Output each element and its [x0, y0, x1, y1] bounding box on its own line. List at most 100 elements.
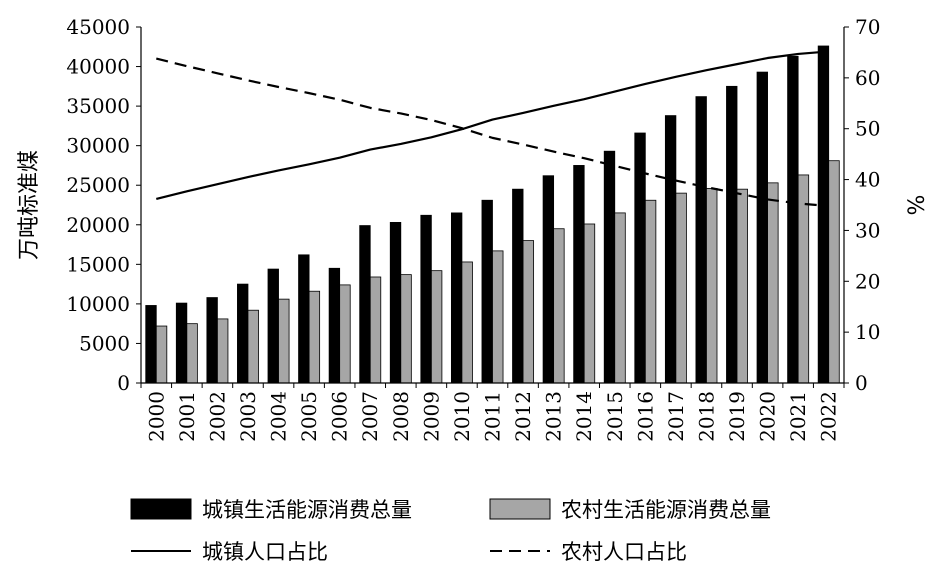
urban-energy-bar-2001	[175, 302, 188, 384]
x-tick-label-2007: 2007	[358, 391, 382, 442]
x-tick-label-2005: 2005	[297, 391, 321, 442]
y2-tick-label-20: 20	[855, 269, 880, 293]
y-axis-label: 万吨标准煤	[17, 150, 42, 260]
x-tick-label-2011: 2011	[481, 391, 505, 442]
x-tick-label-2008: 2008	[389, 391, 413, 442]
legend: 城镇生活能源消费总量 农村生活能源消费总量 城镇人口占比 农村人口占比	[130, 498, 771, 564]
y-tick-label-25000: 25000	[66, 173, 130, 197]
legend-label-rural-population: 农村人口占比	[561, 540, 687, 564]
y-tick-label-35000: 35000	[66, 94, 130, 118]
y2-tick-label-70: 70	[855, 15, 880, 39]
rural-energy-bar-2004	[278, 298, 290, 384]
urban-energy-bar-2020	[756, 71, 768, 384]
urban-energy-bar-2017	[664, 115, 677, 384]
rural-energy-bar-2020	[767, 182, 779, 384]
rural-energy-bar-2008	[400, 274, 412, 384]
x-tick-label-2012: 2012	[511, 391, 535, 442]
y-tick-label-20000: 20000	[66, 213, 130, 237]
urban-energy-bar-2006	[328, 267, 341, 384]
y2-axis-label: %	[905, 195, 930, 216]
urban-energy-bar-2011	[481, 199, 493, 384]
urban-population-line	[156, 50, 829, 200]
rural-energy-bar-2006	[339, 284, 351, 384]
urban-energy-bar-2012	[512, 188, 524, 384]
ticks-layer: 0500010000150002000025000300003500040000…	[66, 15, 880, 442]
x-tick-label-2022: 2022	[817, 391, 841, 442]
axes-layer	[140, 27, 845, 384]
lines-layer	[156, 50, 829, 208]
urban-energy-bar-2018	[695, 96, 707, 384]
y2-tick-label-60: 60	[855, 66, 880, 90]
y2-tick-label-10: 10	[855, 320, 880, 344]
y-tick-label-5000: 5000	[79, 331, 130, 355]
urban-energy-bar-2007	[359, 225, 371, 384]
rural-energy-bar-2012	[522, 240, 535, 384]
rural-energy-bar-2015	[614, 212, 626, 384]
rural-energy-bar-2007	[369, 276, 382, 384]
urban-energy-bar-2000	[145, 305, 157, 384]
rural-energy-bar-2005	[308, 290, 321, 384]
x-tick-label-2000: 2000	[144, 391, 168, 442]
legend-label-urban-population: 城镇人口占比	[202, 540, 328, 564]
legend-label-urban-energy: 城镇生活能源消费总量	[202, 498, 412, 522]
y-tick-label-45000: 45000	[66, 15, 130, 39]
x-tick-label-2006: 2006	[328, 391, 352, 442]
x-tick-label-2013: 2013	[542, 391, 566, 442]
x-tick-label-2021: 2021	[786, 391, 810, 442]
rural-energy-bar-2022	[828, 160, 840, 384]
rural-energy-bar-2021	[797, 174, 810, 384]
y-tick-label-30000: 30000	[66, 134, 130, 158]
urban-energy-bar-2013	[542, 175, 555, 384]
x-tick-label-2003: 2003	[236, 391, 260, 442]
urban-energy-bar-2009	[420, 214, 432, 384]
urban-energy-bar-2014	[573, 165, 585, 384]
rural-population-line	[156, 57, 829, 208]
y-tick-label-10000: 10000	[66, 292, 130, 316]
x-tick-label-2020: 2020	[756, 391, 780, 442]
x-tick-label-2017: 2017	[664, 391, 688, 442]
x-tick-label-2002: 2002	[205, 391, 229, 442]
urban-energy-bar-2015	[603, 150, 616, 384]
x-tick-label-2001: 2001	[175, 391, 199, 442]
x-tick-label-2016: 2016	[633, 391, 657, 442]
urban-energy-bar-2021	[787, 55, 799, 384]
x-tick-label-2018: 2018	[694, 391, 718, 442]
urban-energy-bar-2004	[267, 268, 279, 384]
x-tick-label-2009: 2009	[419, 391, 443, 442]
rural-energy-bar-2018	[706, 187, 718, 384]
legend-label-rural-energy: 农村生活能源消费总量	[561, 498, 771, 522]
y-tick-label-0: 0	[117, 371, 130, 395]
urban-energy-bar-2002	[206, 297, 218, 384]
rural-energy-bar-2009	[430, 270, 443, 384]
urban-energy-bar-2022	[817, 45, 830, 384]
x-tick-label-2004: 2004	[267, 391, 291, 442]
rural-energy-bar-2013	[553, 228, 565, 384]
urban-energy-bar-2019	[726, 85, 738, 384]
rural-energy-bar-2000	[155, 325, 168, 384]
rural-energy-bar-2002	[217, 318, 229, 384]
urban-energy-bar-2008	[389, 221, 402, 384]
bars-layer	[145, 45, 840, 384]
legend-swatch-urban-energy	[130, 498, 192, 520]
urban-energy-bar-2005	[298, 254, 310, 384]
y-tick-label-40000: 40000	[66, 55, 130, 79]
legend-swatch-rural-energy	[489, 498, 551, 520]
rural-energy-bar-2001	[186, 323, 198, 384]
urban-energy-bar-2016	[634, 132, 646, 384]
y2-tick-label-40: 40	[855, 168, 880, 192]
x-tick-label-2015: 2015	[603, 391, 627, 442]
rural-energy-bar-2014	[583, 223, 596, 384]
rural-energy-bar-2016	[644, 199, 657, 384]
rural-energy-bar-2003	[247, 309, 259, 384]
y2-tick-label-30: 30	[855, 218, 880, 242]
x-tick-label-2014: 2014	[572, 391, 596, 442]
y2-tick-label-0: 0	[855, 371, 868, 395]
rural-energy-bar-2011	[492, 250, 504, 384]
rural-energy-bar-2019	[736, 188, 748, 384]
y-tick-label-15000: 15000	[66, 252, 130, 276]
urban-energy-bar-2010	[450, 212, 463, 384]
y2-tick-label-50: 50	[855, 117, 880, 141]
x-tick-label-2010: 2010	[450, 391, 474, 442]
